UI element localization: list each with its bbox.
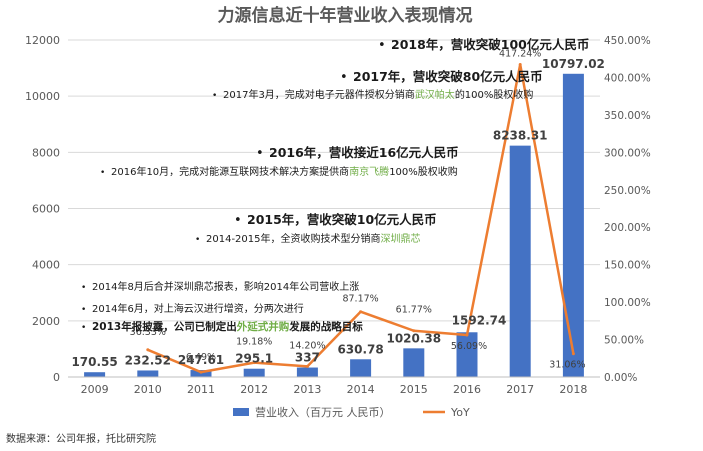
annotation-bullet: •	[378, 38, 386, 53]
yoy-point	[465, 333, 469, 337]
right-tick-label: 50.00%	[604, 335, 644, 347]
legend-bar-swatch	[233, 408, 249, 416]
revenue-bar	[509, 145, 531, 377]
yoy-value-label: 19.18%	[236, 337, 272, 348]
annotation-text: 2014-2015年，全资收购技术型分销商深圳鼎芯	[206, 232, 421, 245]
annotation-text: 2017年，营收突破80亿元人民币	[353, 69, 543, 84]
annotation-text: 2014年8月后合并深圳鼎芯报表，影响2014年公司营收上涨	[92, 280, 359, 293]
x-tick-label: 2012	[240, 383, 268, 396]
legend: 营业收入（百万元 人民币） YoY	[233, 405, 470, 419]
right-tick-label: 150.00%	[604, 260, 651, 272]
yoy-value-label: 87.17%	[342, 294, 378, 305]
annotation-bullet: •	[81, 323, 86, 333]
bar-value-label: 1020.38	[386, 331, 441, 345]
yoy-line	[146, 63, 575, 374]
annotation-bullet: •	[212, 91, 217, 101]
bar-value-label: 1592.74	[452, 313, 507, 327]
annotation-bullet: •	[81, 305, 86, 315]
x-tick-label: 2017	[506, 383, 534, 396]
axes: 0 2000 4000 6000 8000 10000 12000 0.00% 50.00% 10…	[25, 34, 651, 396]
annotation-bullet: •	[100, 168, 105, 178]
legend-line-label: YoY	[450, 406, 470, 419]
left-tick-label: 6000	[32, 203, 60, 216]
source-note: 数据来源：公司年报，托比研究院	[6, 432, 156, 445]
yoy-value-label: 61.77%	[396, 305, 432, 316]
annotation-text: 2016年，营收接近16亿元人民币	[269, 145, 459, 160]
revenue-bar	[243, 368, 265, 377]
yoy-point	[305, 364, 309, 368]
bar-value-label: 295.1	[235, 352, 273, 366]
x-tick-label: 2013	[293, 383, 321, 396]
bar-value-label: 630.78	[337, 342, 383, 356]
yoy-point	[199, 370, 203, 374]
annotation-text: 2015年，营收突破10亿元人民币	[247, 212, 437, 227]
left-tick-label: 0	[53, 371, 60, 384]
annotation-bullet: •	[256, 146, 264, 161]
x-tick-label: 2009	[81, 383, 109, 396]
revenue-bar	[350, 359, 372, 377]
x-tick-label: 2018	[559, 383, 587, 396]
right-tick-label: 200.00%	[604, 222, 651, 234]
revenue-bar	[456, 332, 478, 377]
left-tick-label: 12000	[25, 34, 60, 47]
right-tick-label: 300.00%	[604, 147, 651, 159]
x-tick-label: 2014	[347, 383, 375, 396]
legend-bar-label: 营业收入（百万元 人民币）	[255, 405, 391, 419]
yoy-point	[571, 352, 575, 356]
left-tick-label: 2000	[32, 315, 60, 328]
yoy-value-label: 6.49%	[186, 352, 216, 363]
yoy-value-label: 14.20%	[289, 340, 325, 351]
annotation-text: 2013年报披露，公司已制定出外延式并购发展的战略目标	[92, 320, 363, 333]
annotation-bullet: •	[195, 235, 200, 245]
annotation-text: 2016年10月，完成对能源互联网技术解决方案提供商南京飞腾100%股权收购	[111, 165, 458, 178]
right-tick-label: 0.00%	[604, 372, 637, 384]
right-tick-label: 400.00%	[604, 72, 651, 84]
left-tick-label: 8000	[32, 146, 60, 159]
x-tick-label: 2011	[187, 383, 215, 396]
revenue-bar	[403, 348, 425, 377]
revenue-bars	[84, 73, 584, 377]
left-tick-label: 4000	[32, 259, 60, 272]
bar-value-label: 8238.31	[493, 129, 548, 143]
annotation-bullet: •	[340, 70, 348, 85]
annotation-bullet: •	[234, 213, 242, 228]
yoy-point	[412, 329, 416, 333]
right-tick-label: 450.00%	[604, 35, 651, 47]
annotation-text: 2014年6月，对上海云汉进行增资，分两次进行	[92, 302, 304, 315]
revenue-bar	[296, 367, 318, 377]
bar-value-label: 10797.02	[542, 57, 605, 71]
bar-value-label: 247.61	[178, 353, 224, 367]
revenue-bar	[562, 73, 584, 377]
bar-value-label: 337	[295, 351, 320, 365]
yoy-point	[518, 63, 522, 67]
revenue-bar	[137, 370, 159, 377]
yoy-value-label: 56.09%	[451, 341, 487, 352]
right-tick-label: 100.00%	[604, 297, 651, 309]
yoy-point	[359, 310, 363, 314]
right-tick-label: 350.00%	[604, 110, 651, 122]
chart-title: 力源信息近十年营业收入表现情况	[218, 5, 473, 26]
x-tick-label: 2010	[134, 383, 162, 396]
yoy-point	[146, 348, 150, 352]
yoy-value-label: 36.33%	[130, 327, 166, 338]
annotations: • 2018年，营收突破100亿元人民币 • 2017年，营收突破80亿元人民币 • 20…	[81, 37, 589, 333]
yoy-value-label: 417.24%	[499, 49, 541, 60]
annotation-text: 2017年3月，完成对电子元器件授权分销商武汉帕太的100%股权收购	[223, 88, 533, 101]
bar-value-label: 170.55	[71, 355, 117, 369]
yoy-point	[252, 361, 256, 365]
annotation-text: 2018年，营收突破100亿元人民币	[391, 37, 589, 52]
x-tick-label: 2015	[400, 383, 428, 396]
left-tick-label: 10000	[25, 90, 60, 103]
bar-value-label: 232.52	[125, 353, 171, 367]
x-tick-label: 2016	[453, 383, 481, 396]
right-tick-label: 250.00%	[604, 185, 651, 197]
annotation-bullet: •	[81, 283, 86, 293]
yoy-value-label: 31.06%	[549, 360, 585, 371]
revenue-bar	[84, 372, 106, 377]
